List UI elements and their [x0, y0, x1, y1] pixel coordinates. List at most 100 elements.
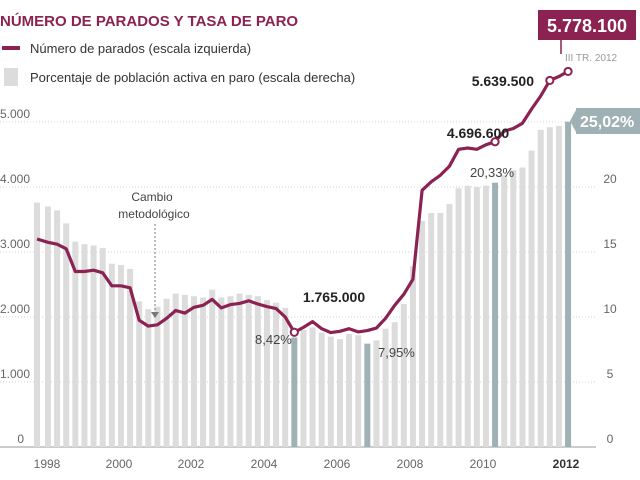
bar [127, 268, 134, 447]
line-marker [490, 137, 500, 147]
bar [510, 170, 517, 447]
bar-highlighted [492, 182, 499, 447]
x-tick-label: 2012 [553, 457, 580, 471]
bar [209, 289, 216, 447]
right-tick-label: 20 [603, 172, 617, 186]
bar [400, 304, 407, 447]
bar [309, 327, 316, 447]
label-1765000: 1.765.000 [303, 289, 365, 305]
bar [81, 244, 88, 447]
label-795: 7,95% [378, 345, 415, 360]
bar [145, 309, 152, 447]
bar [72, 241, 79, 447]
pct-2502-label: 25,02% [580, 114, 634, 131]
x-tick-label: 2002 [178, 457, 205, 471]
bar [318, 332, 325, 447]
bar [163, 298, 170, 447]
x-tick-label: 2004 [251, 457, 278, 471]
bar [181, 294, 188, 447]
bar [555, 125, 562, 448]
bar [446, 203, 453, 447]
line-series-layer [36, 66, 573, 337]
bar [327, 336, 334, 447]
top-value-callout: 5.778.100 III TR. 2012 [538, 10, 636, 64]
legend-line-swatch [2, 46, 20, 50]
left-tick-label: 3.000 [0, 237, 30, 251]
bar-highlighted [565, 121, 572, 448]
bar [34, 202, 40, 447]
bar [482, 185, 489, 447]
bar [200, 297, 207, 447]
bar [355, 335, 362, 447]
bar [245, 294, 252, 447]
left-axis-ticks: 0 1.000 2.000 3.000 4.000 5.000 [0, 107, 30, 446]
bar [300, 330, 307, 447]
bar [273, 302, 280, 447]
bar [373, 340, 380, 447]
left-tick-label: 0 [17, 432, 24, 446]
left-tick-label: 5.000 [0, 107, 30, 121]
bar [190, 296, 197, 447]
right-tick-label: 5 [607, 367, 614, 381]
label-5639500: 5.639.500 [472, 73, 534, 89]
x-tick-label: 2006 [324, 457, 351, 471]
cambio-metodologico-note: Cambio metodológico [118, 190, 190, 318]
bar [136, 301, 143, 447]
top-value-label: 5.778.100 [547, 16, 627, 36]
bar [519, 167, 526, 447]
bar [464, 185, 471, 447]
label-2033: 20,33% [470, 165, 515, 180]
bar [391, 322, 398, 447]
legend-bar-swatch [4, 68, 18, 86]
bar [428, 213, 435, 447]
x-tick-label: 1998 [34, 457, 61, 471]
pct-2502-callout: 25,02% [570, 108, 640, 134]
cambio-note-arrow [151, 312, 159, 318]
left-tick-label: 1.000 [0, 367, 30, 381]
bar-highlighted [364, 343, 371, 447]
bar [263, 300, 270, 447]
line-marker [545, 75, 555, 86]
bar [117, 265, 124, 447]
right-axis-ticks: 0510152025 [603, 107, 617, 446]
bar [419, 220, 426, 447]
left-tick-label: 2.000 [0, 302, 30, 316]
left-tick-label: 4.000 [0, 172, 30, 186]
bar [99, 248, 106, 447]
bar [346, 333, 353, 447]
bar-highlighted [291, 337, 298, 447]
bar [336, 339, 343, 447]
right-tick-label: 15 [603, 237, 617, 251]
legend-bar-label: Porcentaje de población activa en paro (… [30, 70, 355, 85]
bar [63, 223, 70, 447]
pct-2502-box [576, 108, 640, 134]
pct-2502-pointer [570, 110, 576, 132]
label-842: 8,42% [255, 332, 292, 347]
bar [528, 150, 535, 447]
right-tick-label: 10 [603, 302, 617, 316]
bar [473, 187, 480, 447]
unemployed-line [36, 70, 569, 335]
bar [501, 175, 508, 448]
bar [409, 266, 416, 447]
label-4696600: 4.696.600 [447, 125, 509, 141]
chart-title: NÚMERO DE PARADOS Y TASA DE PARO [0, 12, 298, 30]
bar [382, 328, 389, 447]
bar [172, 293, 179, 447]
bar [54, 210, 61, 447]
legend: Número de parados (escala izquierda) Por… [2, 41, 355, 86]
x-tick-label: 2008 [397, 457, 424, 471]
right-tick-label: 0 [607, 432, 614, 446]
bar [437, 213, 444, 447]
x-tick-label: 2000 [106, 457, 133, 471]
bar [537, 129, 544, 448]
bar [90, 245, 97, 447]
x-axis-ticks: 1998 2000 2002 2004 2006 2008 2010 2012 [34, 457, 580, 471]
bar [236, 293, 243, 447]
top-period-label: III TR. 2012 [565, 53, 618, 64]
bar [455, 188, 462, 448]
bar-series [34, 121, 572, 448]
cambio-note-line1: Cambio [131, 190, 173, 204]
bar [154, 306, 161, 447]
